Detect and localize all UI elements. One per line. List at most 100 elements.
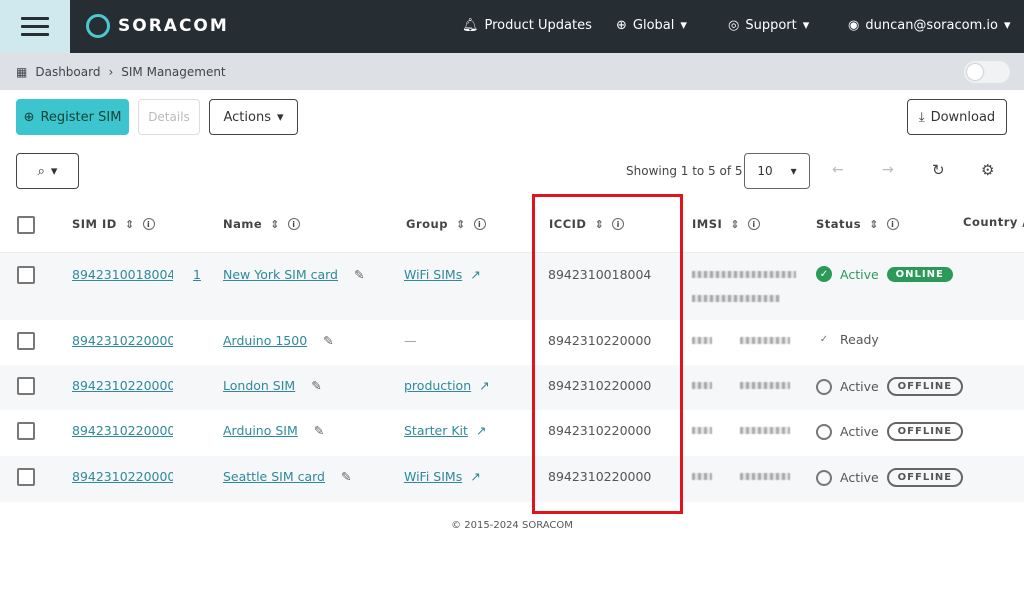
- register-sim-button[interactable]: ⊕ Register SIM: [16, 99, 129, 135]
- col-label: ICCID: [549, 217, 587, 231]
- circle-icon: [816, 378, 832, 395]
- product-updates-link[interactable]: 🔔︎ Product Updates: [462, 18, 592, 33]
- check-icon: ✓: [819, 334, 829, 345]
- col-group[interactable]: Group ⇕ i: [406, 217, 486, 231]
- row-checkbox[interactable]: [17, 332, 35, 350]
- sim-name-link[interactable]: Arduino 1500: [223, 333, 308, 348]
- imsi-redacted: [692, 295, 780, 302]
- imsi-redacted: [692, 271, 796, 278]
- row-checkbox[interactable]: [17, 377, 35, 395]
- row-checkbox[interactable]: [17, 266, 35, 284]
- group-link[interactable]: Starter Kit: [404, 423, 468, 438]
- chevron-right-icon: ›: [108, 65, 114, 79]
- logo-text: SORACOM: [118, 16, 229, 36]
- sort-icon[interactable]: ⇕: [869, 217, 879, 231]
- download-button[interactable]: ⤓ Download: [907, 99, 1007, 135]
- col-label: Status: [816, 217, 862, 231]
- prev-page-icon[interactable]: ←: [832, 162, 844, 178]
- group-link[interactable]: WiFi SIMs: [404, 267, 463, 282]
- select-all-checkbox[interactable]: [17, 216, 35, 234]
- col-label: IMSI: [692, 217, 723, 231]
- offline-badge: OFFLINE: [886, 377, 964, 396]
- external-link-icon: ↗: [470, 267, 481, 282]
- info-icon[interactable]: i: [287, 218, 300, 230]
- sim-id-link[interactable]: 89423100180048‹: [72, 267, 173, 282]
- theme-toggle[interactable]: [964, 61, 1010, 83]
- user-menu[interactable]: ◉ duncan@soracom.io ▾: [848, 18, 1010, 33]
- pencil-icon[interactable]: ✎: [323, 333, 334, 348]
- pencil-icon[interactable]: ✎: [353, 267, 365, 282]
- globe-icon: ⊕: [616, 18, 627, 33]
- col-imsi[interactable]: IMSI ⇕ i: [692, 217, 761, 231]
- col-country[interactable]: Country /: [963, 215, 1024, 229]
- col-iccid[interactable]: ICCID ⇕ i: [549, 217, 625, 231]
- group-link[interactable]: WiFi SIMs: [404, 469, 463, 484]
- sort-icon[interactable]: ⇕: [455, 217, 466, 231]
- next-page-icon[interactable]: →: [882, 162, 894, 178]
- user-icon: ◉: [848, 18, 860, 33]
- pagination-summary: Showing 1 to 5 of 5: [626, 164, 743, 178]
- table-header: SIM ID ⇕ i Name ⇕ i Group ⇕ i ICCID ⇕ i IMSI ⇕ i S…: [0, 197, 1024, 253]
- breadcrumb-sim-management: SIM Management: [121, 65, 226, 79]
- sort-icon[interactable]: ⇕: [270, 217, 280, 231]
- table-row[interactable]: 894231022000089 Arduino SIM ✎ Starter Kit…: [0, 410, 1024, 456]
- soracom-logo[interactable]: SORACOM: [86, 14, 229, 38]
- iccid-highlight-box: [532, 194, 683, 514]
- imsi-redacted: [692, 427, 790, 434]
- sim-count-link[interactable]: 1: [193, 267, 201, 282]
- imsi-redacted: [692, 473, 790, 480]
- online-badge: ONLINE: [886, 266, 953, 282]
- sort-icon[interactable]: ⇕: [730, 217, 741, 231]
- sim-name-link[interactable]: Seattle SIM card: [223, 469, 325, 484]
- col-sim-id[interactable]: SIM ID ⇕ i: [72, 217, 155, 231]
- table-row[interactable]: 894231022000089 Seattle SIM card ✎ WiFi S…: [0, 456, 1024, 502]
- lifebuoy-icon: ◎: [728, 18, 740, 33]
- sim-name-link[interactable]: London SIM: [223, 378, 296, 393]
- group-link[interactable]: production: [404, 378, 472, 393]
- sort-icon[interactable]: ⇕: [594, 217, 605, 231]
- table-row[interactable]: 89423100180048‹ 1 New York SIM card ✎ WiFi…: [0, 253, 1024, 320]
- sim-name-link[interactable]: New York SIM card: [223, 267, 338, 282]
- search-filter-dropdown[interactable]: ⌕ ▾: [16, 153, 79, 189]
- user-email: duncan@soracom.io: [865, 18, 998, 33]
- actions-dropdown[interactable]: Actions ▾: [209, 99, 298, 135]
- info-icon[interactable]: i: [748, 218, 761, 230]
- pencil-icon[interactable]: ✎: [341, 469, 352, 484]
- row-checkbox[interactable]: [17, 422, 35, 440]
- row-checkbox[interactable]: [17, 468, 35, 486]
- bell-icon: 🔔︎: [462, 18, 479, 33]
- breadcrumb-dashboard[interactable]: Dashboard: [35, 65, 101, 79]
- info-icon[interactable]: i: [473, 218, 486, 230]
- settings-gear-icon[interactable]: ⚙: [981, 161, 995, 179]
- caret-down-icon: ▾: [276, 109, 284, 125]
- pencil-icon[interactable]: ✎: [313, 423, 325, 438]
- sort-icon[interactable]: ⇕: [124, 217, 135, 231]
- sim-id-link[interactable]: 894231022000089: [72, 469, 173, 484]
- info-icon[interactable]: i: [142, 218, 155, 230]
- breadcrumb: ▦ Dashboard › SIM Management: [16, 65, 226, 79]
- refresh-icon[interactable]: ↻: [932, 161, 945, 179]
- sim-name-link[interactable]: Arduino SIM: [223, 423, 298, 438]
- info-icon[interactable]: i: [612, 218, 625, 230]
- menu-icon[interactable]: [0, 0, 70, 53]
- page-size-select[interactable]: 10 ▾: [744, 153, 810, 189]
- pencil-icon[interactable]: ✎: [311, 378, 322, 393]
- iccid-value: 8942310220000897: [548, 423, 651, 438]
- status-text: Ready: [840, 332, 879, 347]
- top-header: SORACOM 🔔︎ Product Updates ⊕ Global ▾ ◎ Supp…: [0, 0, 1024, 53]
- imsi-redacted: [692, 382, 790, 389]
- sim-id-link[interactable]: 894231022000089: [72, 423, 173, 438]
- col-name[interactable]: Name ⇕ i: [223, 217, 300, 231]
- table-row[interactable]: 894231022000087 Arduino 1500 ✎ — 89423102…: [0, 320, 1024, 365]
- sim-id-link[interactable]: 894231022000089: [72, 378, 173, 393]
- sun-icon: [967, 64, 983, 80]
- region-dropdown[interactable]: ⊕ Global ▾: [616, 18, 687, 33]
- info-icon[interactable]: i: [886, 218, 899, 230]
- sim-id-link[interactable]: 894231022000087: [72, 333, 173, 348]
- details-button[interactable]: Details: [138, 99, 200, 135]
- col-status[interactable]: Status ⇕ i: [816, 217, 899, 231]
- support-dropdown[interactable]: ◎ Support ▾: [728, 18, 809, 33]
- imsi-redacted: [692, 337, 790, 344]
- caret-down-icon: ▾: [1003, 18, 1011, 33]
- table-row[interactable]: 894231022000089 London SIM✎ production↗ …: [0, 365, 1024, 410]
